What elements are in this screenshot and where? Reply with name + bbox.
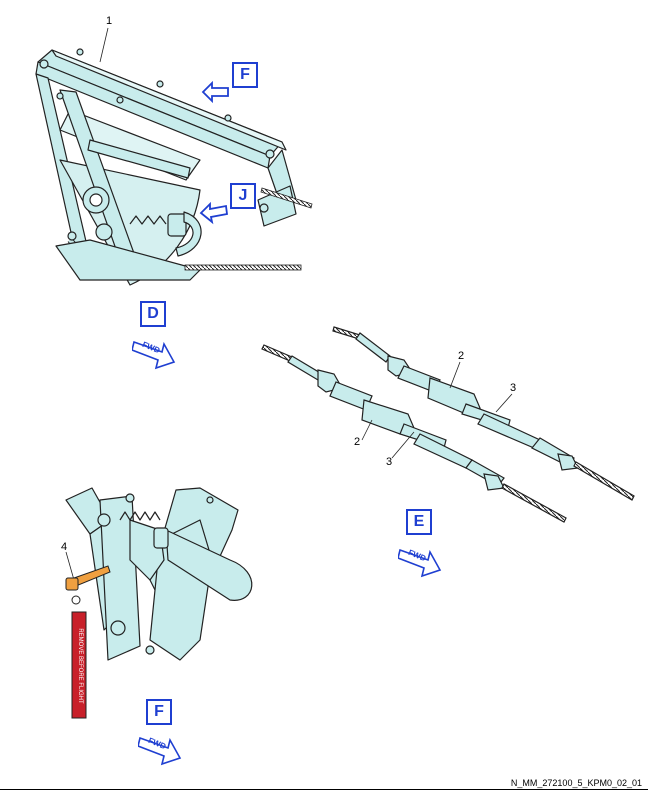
callout-2-rear: 2 (458, 350, 465, 362)
cable-assemblies (261, 326, 635, 523)
cable-upper (260, 187, 313, 209)
view-label-d: D (140, 301, 166, 327)
leader-item4 (65, 551, 75, 581)
cable-lower (184, 264, 302, 271)
figure-reference: N_MM_272100_5_KPM0_02_01 (510, 778, 642, 788)
callout-3-rear: 3 (510, 382, 517, 394)
fwd-arrow-e: FWD (397, 542, 442, 578)
view-label-j: J (230, 183, 256, 209)
flag-text: REMOVE BEFORE FLIGHT (77, 628, 83, 704)
callout-2-front: 2 (354, 436, 361, 448)
fwd-arrow-f: FWD (137, 730, 182, 766)
view-label-f: F (232, 62, 258, 88)
fwd-arrow-icon (137, 736, 182, 766)
lever-assembly (65, 487, 253, 661)
callout-4: 4 (61, 541, 68, 553)
bottom-rule (0, 789, 648, 790)
fwd-arrow-icon (397, 548, 442, 578)
safety-pin (65, 565, 111, 605)
callout-3-front: 3 (386, 456, 393, 468)
view-label-f-lower: F (146, 699, 172, 725)
fwd-arrow-d: FWD (131, 334, 176, 370)
view-arrow-f (201, 80, 229, 104)
fwd-arrow-icon (131, 340, 176, 370)
view-arrow-j (199, 201, 228, 225)
cable-leaders (361, 361, 513, 459)
remove-before-flight-flag: REMOVE BEFORE FLIGHT (71, 611, 87, 719)
quadrant-assembly (35, 27, 297, 286)
view-label-e: E (406, 509, 432, 535)
callout-1: 1 (106, 15, 113, 27)
